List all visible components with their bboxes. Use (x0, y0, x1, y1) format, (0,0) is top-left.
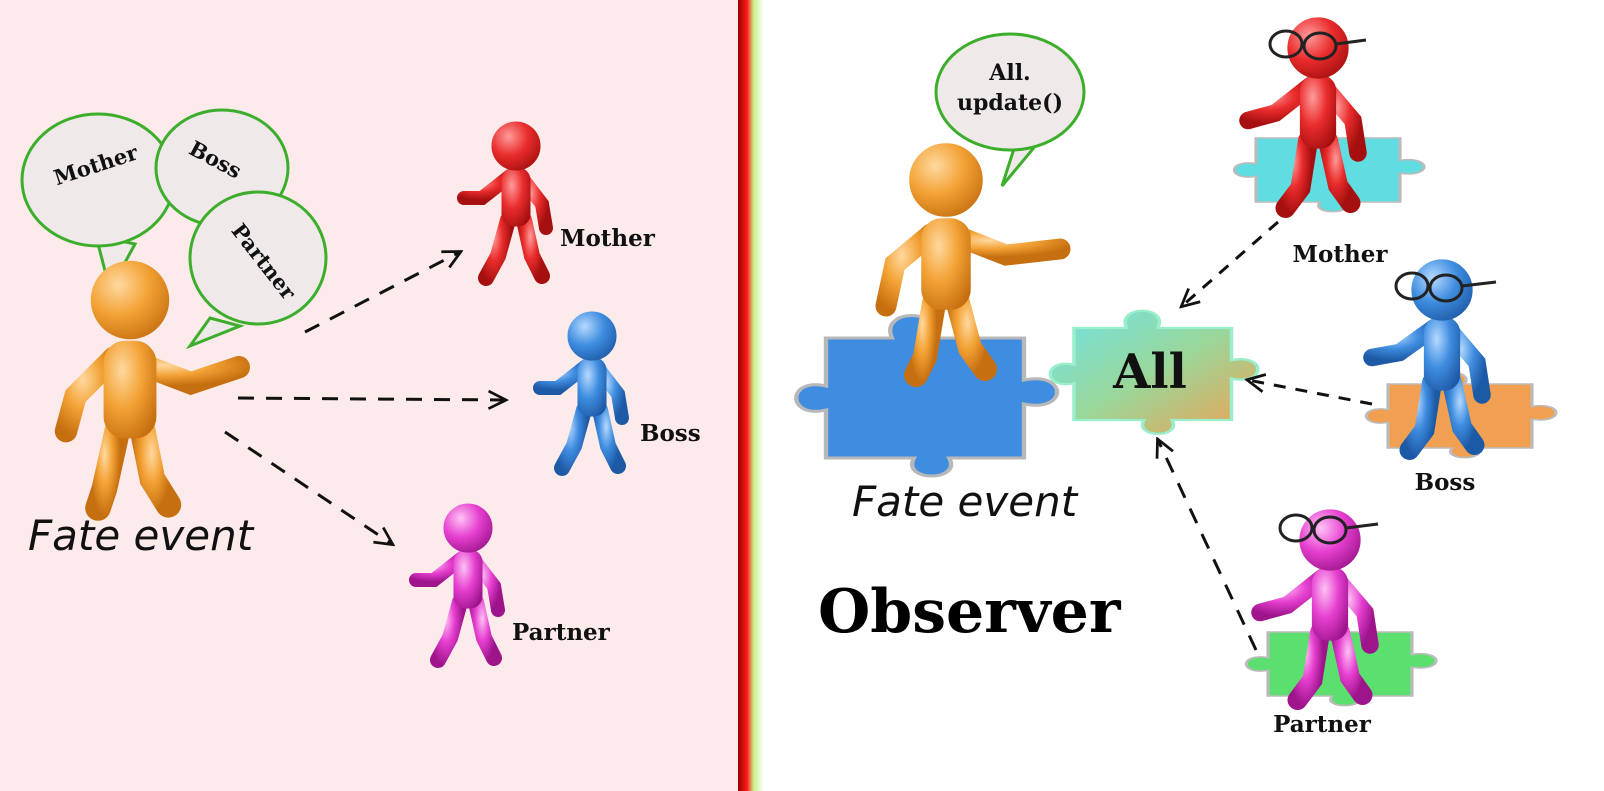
left-label-boss: Boss (640, 420, 701, 447)
arrow-partner-to-all (1158, 440, 1258, 651)
partner-glasses-icon (1278, 513, 1379, 545)
mother-glasses-icon (1268, 29, 1367, 61)
right-actor-label: Fate event (852, 477, 1079, 526)
boss-observer-figure (1363, 259, 1491, 460)
right-label-partner: Partner (1273, 711, 1372, 738)
left-actor-label: Fate event (28, 511, 255, 560)
arrow-to-partner (224, 430, 392, 544)
left-panel: Mother Boss Partner Fate event Mother (20, 108, 701, 660)
speech-line-2: update() (957, 90, 1063, 116)
left-label-partner: Partner (512, 619, 611, 646)
fate-event-figure-right (875, 143, 1071, 387)
boss-glasses-icon (1394, 271, 1497, 303)
pattern-title: Observer (818, 577, 1122, 647)
speech-bubble-partner: Partner (185, 190, 328, 350)
right-label-mother: Mother (1293, 241, 1389, 268)
arrow-to-mother (304, 252, 460, 334)
mother-observer-figure (1239, 17, 1367, 218)
speech-bubble-update: All. update() (934, 32, 1086, 187)
left-label-mother: Mother (560, 225, 656, 252)
fate-event-figure (54, 260, 251, 521)
all-hub-label: All (1112, 344, 1187, 400)
right-panel: All. update() Fate event All (796, 17, 1558, 738)
speech-line-1: All. (988, 60, 1030, 86)
panel-divider (738, 0, 764, 791)
right-label-boss: Boss (1415, 469, 1476, 496)
